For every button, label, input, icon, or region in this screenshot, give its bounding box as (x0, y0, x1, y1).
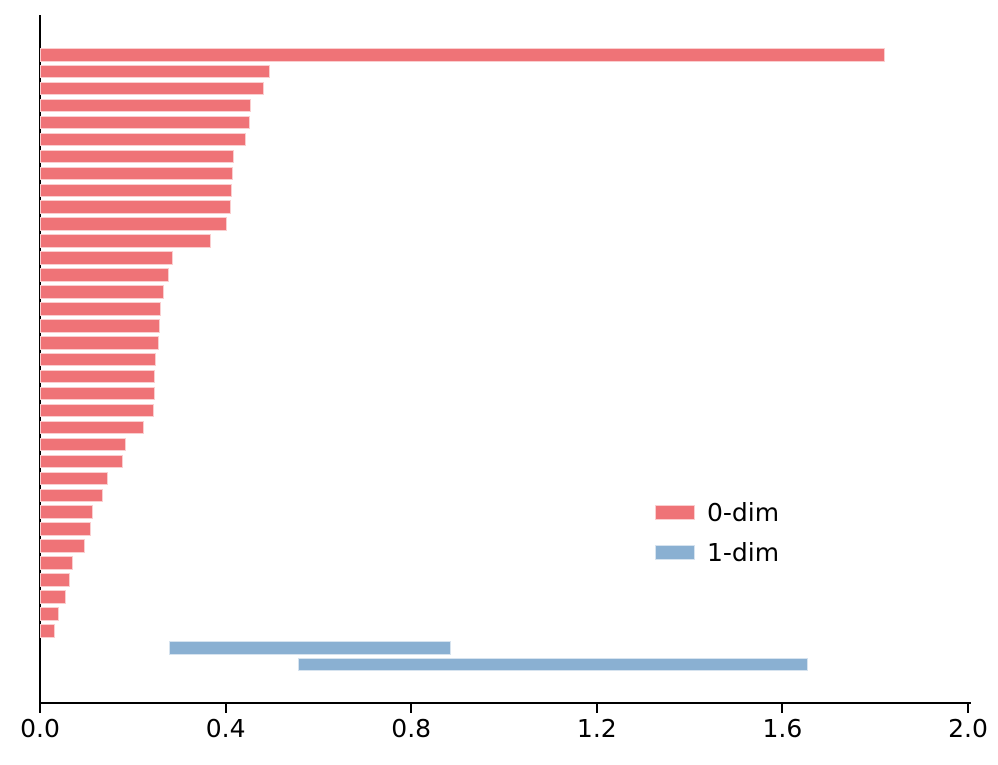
bar-0-dim (40, 166, 234, 181)
bar-0-dim (40, 81, 265, 96)
x-tick-label: 2.0 (948, 714, 988, 743)
x-tick-mark (39, 704, 41, 713)
bar-0-dim (40, 403, 155, 418)
bar-0-dim (40, 539, 85, 553)
legend-swatch-1dim-icon (655, 544, 695, 560)
bar-0-dim (40, 268, 169, 282)
bar-0-dim (40, 302, 162, 316)
legend: 0-dim 1-dim (655, 492, 779, 572)
x-tick-mark (967, 704, 969, 713)
legend-swatch-0dim-icon (655, 504, 695, 520)
legend-label-1dim: 1-dim (707, 537, 780, 567)
bar-0-dim (40, 319, 161, 333)
bar-0-dim (40, 624, 56, 638)
bar-0-dim (40, 149, 234, 164)
legend-entry-0dim: 0-dim (655, 492, 779, 532)
bar-0-dim (40, 352, 156, 367)
bar-0-dim (40, 234, 212, 248)
bar-0-dim (40, 522, 92, 536)
bar-0-dim (40, 183, 232, 198)
bar-0-dim (40, 505, 94, 519)
x-tick-mark (410, 704, 413, 713)
bar-0-dim (40, 420, 145, 435)
bar-0-dim (40, 590, 66, 604)
x-axis-spine (39, 702, 971, 704)
bar-1-dim (298, 657, 808, 672)
bar-0-dim (40, 48, 885, 62)
bar-0-dim (40, 386, 155, 401)
legend-label-0dim: 0-dim (707, 497, 780, 527)
bar-0-dim (40, 471, 109, 486)
bar-0-dim (40, 454, 124, 469)
bar-0-dim (40, 369, 156, 384)
x-tick-label: 1.6 (762, 714, 803, 743)
bar-0-dim (40, 64, 271, 79)
bar-0-dim (40, 200, 232, 214)
bar-0-dim (40, 115, 251, 130)
bar-0-dim (40, 98, 252, 113)
x-tick-label: 0.8 (391, 714, 432, 743)
bar-1-dim (169, 641, 451, 655)
bar-0-dim (40, 217, 227, 231)
bar-0-dim (40, 488, 104, 503)
x-tick-mark (595, 704, 598, 713)
bar-0-dim (40, 285, 165, 299)
bar-0-dim (40, 437, 127, 452)
x-tick-mark (781, 704, 784, 713)
bar-0-dim (40, 607, 59, 621)
x-tick-label: 0.4 (205, 714, 246, 743)
x-tick-label: 1.2 (576, 714, 617, 743)
bar-0-dim (40, 251, 173, 265)
legend-entry-1dim: 1-dim (655, 532, 779, 572)
x-tick-label: 0.0 (20, 714, 60, 743)
bar-0-dim (40, 573, 70, 587)
x-tick-mark (224, 704, 227, 713)
bar-0-dim (40, 556, 74, 570)
bar-0-dim (40, 132, 247, 147)
bar-0-dim (40, 336, 159, 350)
